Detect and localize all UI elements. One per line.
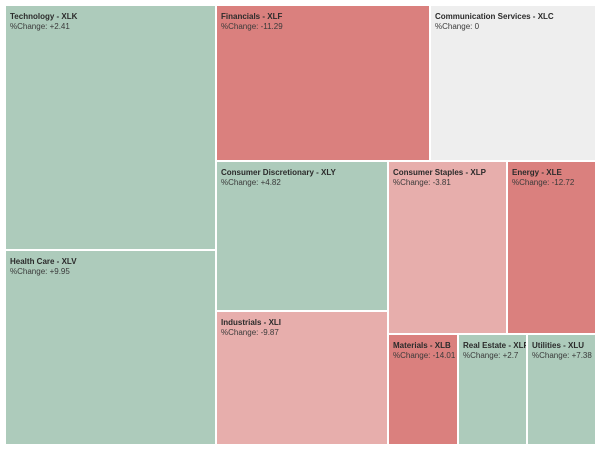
treemap-tile-xlf[interactable]: Financials - XLF %Change: -11.29: [216, 5, 430, 161]
tile-label: Energy - XLE: [512, 168, 562, 177]
treemap-tile-xle[interactable]: Energy - XLE %Change: -12.72: [507, 161, 596, 334]
tile-change-value: %Change: +4.82: [221, 178, 281, 187]
treemap-tile-xlc[interactable]: Communication Services - XLC %Change: 0: [430, 5, 596, 161]
tile-change-value: %Change: 0: [435, 22, 480, 31]
tile-change-value: %Change: +7.38: [532, 351, 592, 360]
tile-label: Utilities - XLU: [532, 341, 585, 350]
tile-label: Technology - XLK: [10, 12, 78, 21]
tile-label: Communication Services - XLC: [435, 12, 554, 21]
tile-label: Financials - XLF: [221, 12, 283, 21]
tile-change-value: %Change: -3.81: [393, 178, 451, 187]
treemap-tile-xlre[interactable]: Real Estate - XLRE%Change: +2.7: [458, 334, 527, 445]
tile-change-value: %Change: +9.95: [10, 267, 70, 276]
tile-label: Consumer Staples - XLP: [393, 168, 486, 177]
tile-label: Consumer Discretionary - XLY: [221, 168, 336, 177]
treemap-tile-xlb[interactable]: Materials - XLB %Change: -14.01: [388, 334, 458, 445]
treemap-tile-xlk[interactable]: Technology - XLK %Change: +2.41: [5, 5, 216, 250]
tile-label: Materials - XLB: [393, 341, 451, 350]
tile-change-value: %Change: -14.01: [393, 351, 456, 360]
treemap-tile-xlv[interactable]: Health Care - XLV %Change: +9.95: [5, 250, 216, 445]
treemap-tile-xlp[interactable]: Consumer Staples - XLP %Change: -3.81: [388, 161, 507, 334]
tile-label: Real Estate - XLRE: [463, 341, 526, 350]
treemap-tile-xlu[interactable]: Utilities - XLU %Change: +7.38: [527, 334, 596, 445]
tile-change-value: %Change: +2.41: [10, 22, 70, 31]
tile-label: Industrials - XLI: [221, 318, 282, 327]
tile-change-value: %Change: -9.87: [221, 328, 279, 337]
tile-change-value: %Change: +2.7: [463, 351, 519, 360]
tile-change-value: %Change: -11.29: [221, 22, 283, 31]
tile-change-value: %Change: -12.72: [512, 178, 575, 187]
tile-label: Health Care - XLV: [10, 257, 77, 266]
treemap-tile-xly[interactable]: Consumer Discretionary - XLY %Change: +4.…: [216, 161, 388, 311]
treemap-tile-xli[interactable]: Industrials - XLI %Change: -9.87: [216, 311, 388, 445]
